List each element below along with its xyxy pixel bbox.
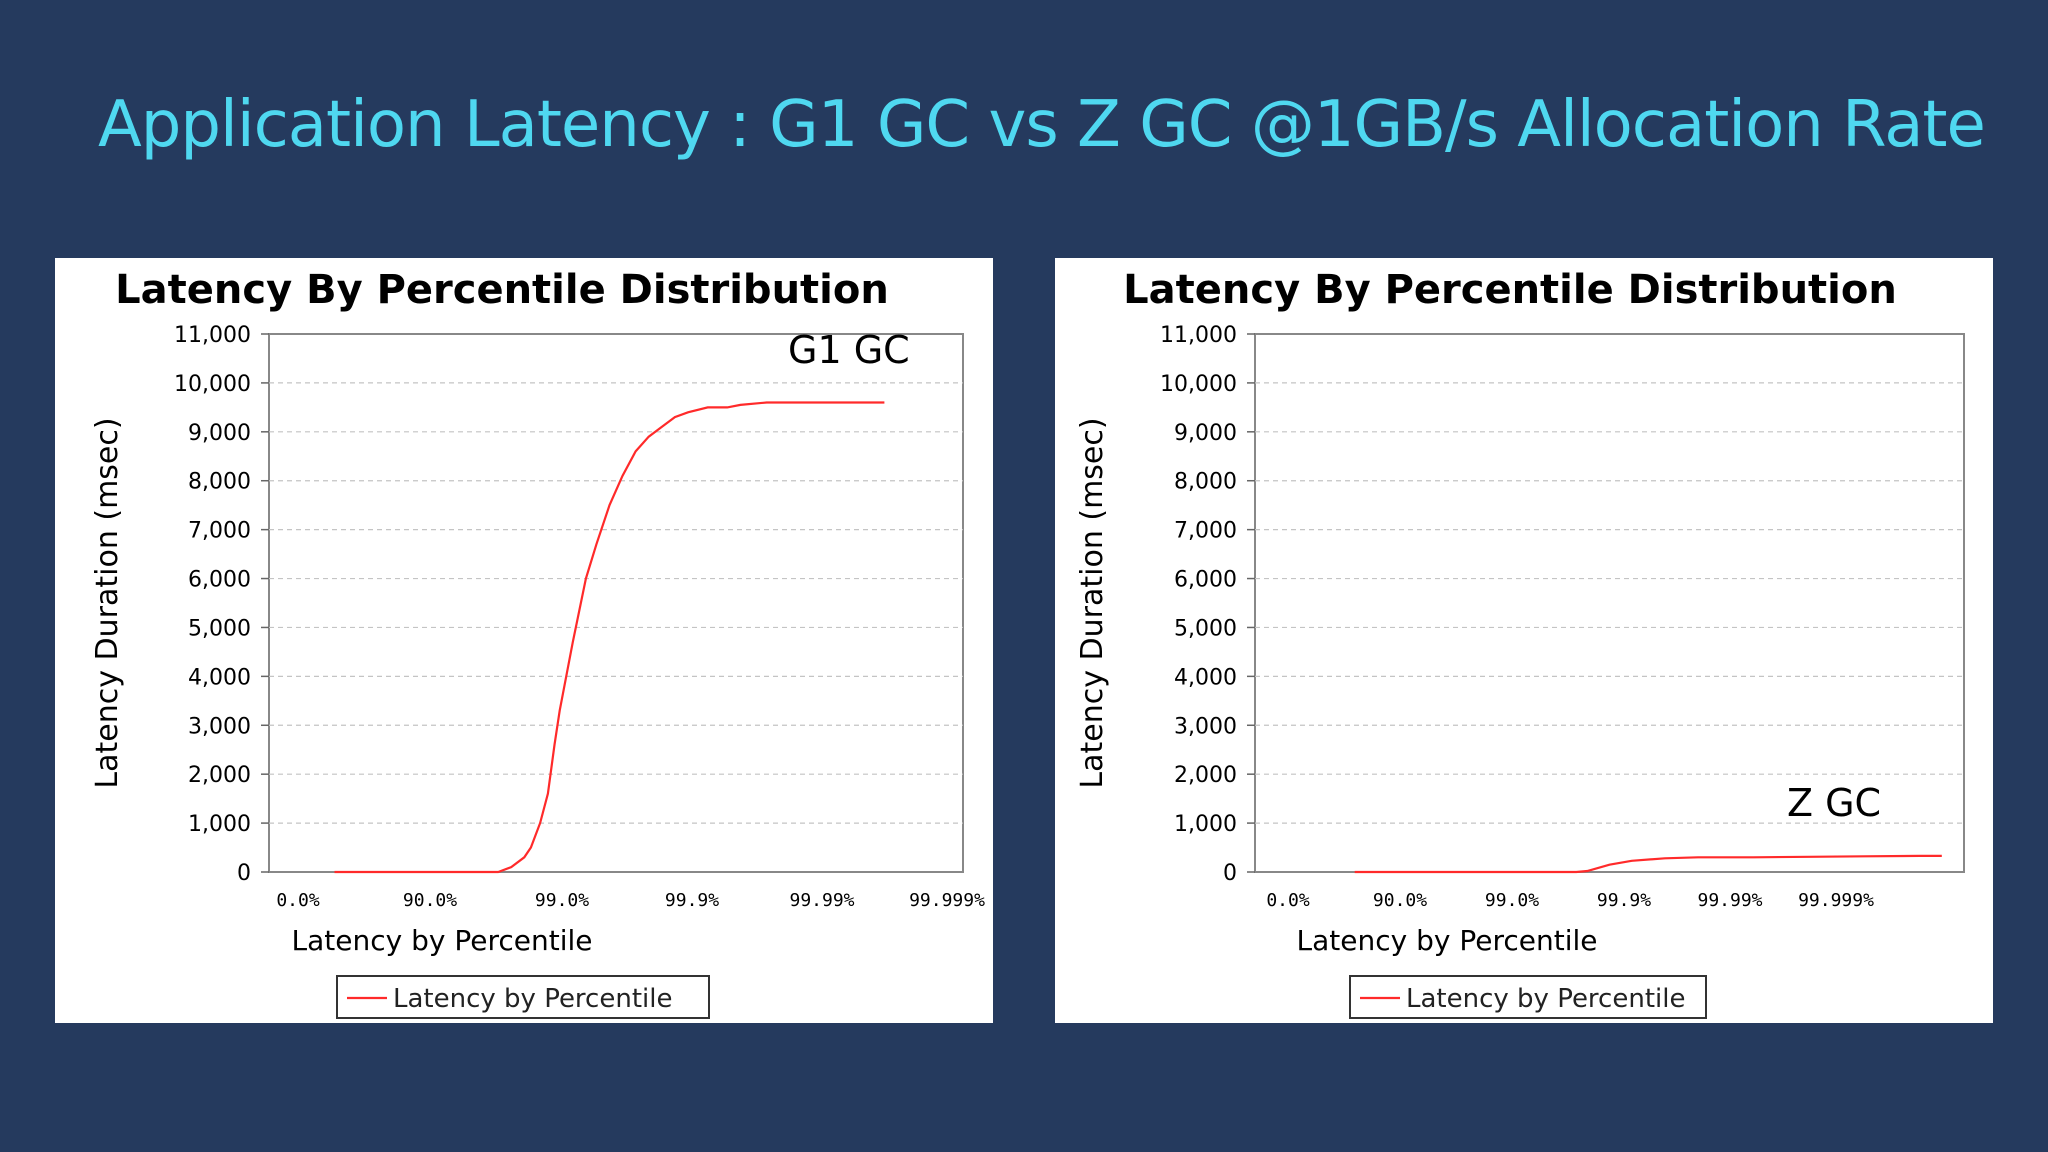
x-tick-label: 99.9% xyxy=(1597,890,1651,911)
y-tick-label: 1,000 xyxy=(1174,812,1237,837)
y-tick-label: 6,000 xyxy=(1174,568,1237,593)
x-tick-label: 99.999% xyxy=(1798,890,1874,911)
y-tick-label: 4,000 xyxy=(1174,665,1237,690)
x-axis-title: Latency by Percentile xyxy=(292,924,593,957)
x-tick-label: 99.999% xyxy=(909,890,985,911)
y-tick-label: 3,000 xyxy=(188,714,251,739)
y-tick-label: 2,000 xyxy=(188,763,251,788)
x-tick-label: 99.0% xyxy=(1485,890,1539,911)
y-tick-label: 6,000 xyxy=(188,568,251,593)
chart-panel-g1gc: Latency By Percentile Distribution 0 1,000… xyxy=(55,258,993,1023)
chart-annotation: Z GC xyxy=(1787,781,1881,825)
y-tick-label: 10,000 xyxy=(174,372,251,397)
x-tick-label: 0.0% xyxy=(276,890,320,911)
y-tick-label: 5,000 xyxy=(188,616,251,641)
y-tick-label: 9,000 xyxy=(1174,421,1237,446)
y-tick-label: 8,000 xyxy=(188,470,251,495)
plot-area xyxy=(1254,333,1965,873)
y-tick-label: 11,000 xyxy=(1160,323,1237,348)
zgc-chart: Latency By Percentile Distribution 0 1,000… xyxy=(1075,267,1965,1019)
legend-box xyxy=(336,975,710,1019)
y-tick-label: 3,000 xyxy=(1174,714,1237,739)
x-tick-label: 90.0% xyxy=(1373,890,1427,911)
y-tick-label: 10,000 xyxy=(1160,372,1237,397)
x-tick-label: 99.9% xyxy=(665,890,719,911)
y-tick-label: 2,000 xyxy=(1174,763,1237,788)
y-axis-title: Latency Duration (msec) xyxy=(1075,417,1110,788)
y-axis-title: Latency Duration (msec) xyxy=(90,417,125,788)
y-tick-label: 8,000 xyxy=(1174,470,1237,495)
slide-title: Application Latency : G1 GC vs Z GC @1GB… xyxy=(98,88,1986,162)
series-line xyxy=(1354,854,1942,874)
chart-panel-zgc: Latency By Percentile Distribution 0 1,000… xyxy=(1055,258,1993,1023)
y-tick-label: 9,000 xyxy=(188,421,251,446)
x-tick-label: 99.99% xyxy=(1697,890,1762,911)
y-tick-label: 7,000 xyxy=(1174,519,1237,544)
plot-area xyxy=(268,333,964,873)
y-tick-label: 4,000 xyxy=(188,665,251,690)
y-tick-label: 1,000 xyxy=(188,812,251,837)
chart-annotation: G1 GC xyxy=(788,328,910,372)
x-tick-label: 99.99% xyxy=(789,890,854,911)
chart-title: Latency By Percentile Distribution xyxy=(1123,267,1897,313)
x-axis-title: Latency by Percentile xyxy=(1297,924,1598,957)
y-tick-label: 11,000 xyxy=(174,323,251,348)
series-line xyxy=(334,401,885,874)
y-tick-label: 5,000 xyxy=(1174,616,1237,641)
legend-label: Latency by Percentile xyxy=(393,984,672,1014)
x-tick-label: 0.0% xyxy=(1266,890,1310,911)
y-tick-label: 0 xyxy=(1223,861,1237,886)
x-tick-label: 99.0% xyxy=(535,890,589,911)
g1gc-chart: Latency By Percentile Distribution 0 1,000… xyxy=(90,267,985,1019)
x-tick-label: 90.0% xyxy=(403,890,457,911)
y-tick-label: 7,000 xyxy=(188,519,251,544)
legend-label: Latency by Percentile xyxy=(1406,984,1685,1014)
chart-title: Latency By Percentile Distribution xyxy=(115,267,889,313)
legend-box xyxy=(1349,975,1707,1019)
y-tick-label: 0 xyxy=(237,861,251,886)
